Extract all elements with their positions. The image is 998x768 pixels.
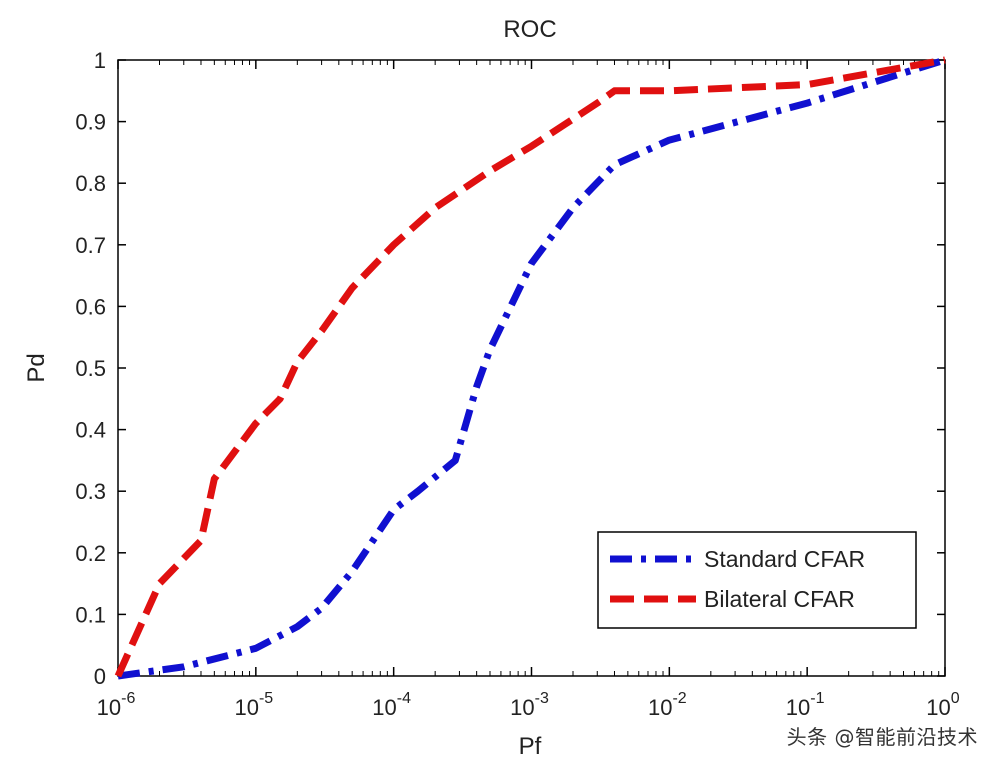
y-axis-label: Pd xyxy=(23,353,50,382)
legend-label: Standard CFAR xyxy=(704,546,865,572)
x-axis-ticks: 10-6 10-5 10-4 10-3 10-2 10-1 100 xyxy=(97,60,960,720)
series-line-standard-cfar xyxy=(117,56,947,680)
y-tick-label: 0.3 xyxy=(75,479,106,504)
watermark-text: 头条 @智能前沿技术 xyxy=(786,725,978,749)
y-tick-label: 0.5 xyxy=(75,356,106,381)
legend-label: Bilateral CFAR xyxy=(704,586,855,612)
series-line-bilateral-cfar xyxy=(114,56,946,678)
series-lines xyxy=(114,56,947,680)
x-tick-exponent: -1 xyxy=(810,690,824,707)
x-tick-exponent: -4 xyxy=(397,690,411,707)
x-tick-label: 10-1 xyxy=(786,690,825,720)
x-tick-exponent: -2 xyxy=(672,690,686,707)
x-tick-label: 10-6 xyxy=(97,690,136,720)
y-axis-ticks: 0 0.1 0.2 0.3 0.4 0.5 0.6 0.7 0.8 0.9 1 xyxy=(75,48,945,689)
x-tick-exponent: 0 xyxy=(951,690,960,707)
x-tick-exponent: -5 xyxy=(259,690,273,707)
y-tick-label: 1 xyxy=(94,48,106,73)
x-tick-label: 10-4 xyxy=(372,690,411,720)
x-tick-label: 10-2 xyxy=(648,690,687,720)
x-tick-label: 10-3 xyxy=(510,690,549,720)
y-tick-label: 0.1 xyxy=(75,602,106,627)
chart-title: ROC xyxy=(503,16,556,43)
y-tick-label: 0.4 xyxy=(75,418,106,443)
legend-box xyxy=(597,531,917,629)
y-tick-label: 0.9 xyxy=(75,110,106,135)
x-tick-exponent: -6 xyxy=(121,690,135,707)
x-tick-label: 10-5 xyxy=(234,690,273,720)
legend: Standard CFAR Bilateral CFAR xyxy=(597,531,917,629)
x-axis-label: Pf xyxy=(519,733,542,760)
y-tick-label: 0.8 xyxy=(75,171,106,196)
y-tick-label: 0.2 xyxy=(75,541,106,566)
x-tick-exponent: -3 xyxy=(535,690,549,707)
y-tick-label: 0 xyxy=(94,664,106,689)
y-tick-label: 0.7 xyxy=(75,233,106,258)
x-tick-label: 100 xyxy=(926,690,959,720)
y-tick-label: 0.6 xyxy=(75,294,106,319)
